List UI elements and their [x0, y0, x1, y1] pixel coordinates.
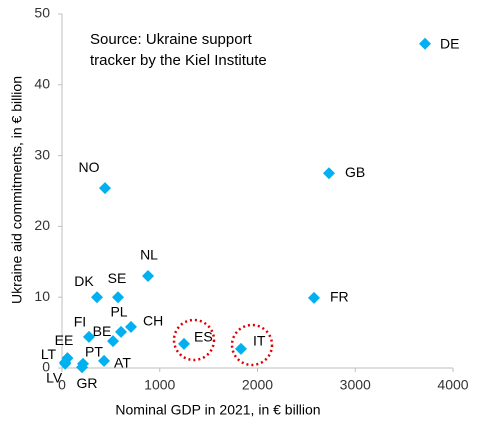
x-tick-label: 4000 — [437, 377, 468, 393]
data-point — [98, 354, 111, 367]
data-point — [112, 291, 125, 304]
data-point — [177, 337, 190, 350]
point-label: CH — [143, 313, 163, 329]
y-tick-label: 20 — [34, 217, 50, 233]
y-tick-label: 50 — [34, 5, 50, 21]
data-point — [322, 167, 335, 180]
y-tick-label: 30 — [34, 146, 50, 162]
point-label: ES — [194, 329, 213, 345]
point-label: NL — [140, 247, 158, 263]
point-label: PT — [85, 343, 103, 359]
annotation: Source: Ukraine support — [90, 31, 253, 48]
point-label: DE — [440, 35, 459, 51]
point-label: IT — [253, 333, 266, 349]
x-axis-title: Nominal GDP in 2021, in € billion — [115, 402, 320, 418]
data-point — [419, 37, 432, 50]
point-label: NO — [79, 159, 100, 175]
point-label: AT — [114, 355, 131, 371]
data-point — [115, 325, 128, 338]
point-label: DK — [74, 273, 94, 289]
point-label: GB — [345, 164, 365, 180]
data-point — [99, 182, 112, 195]
x-tick-label: 3000 — [340, 377, 371, 393]
point-label: GR — [77, 375, 98, 391]
data-point — [90, 291, 103, 304]
data-point — [76, 361, 89, 374]
x-tick-label: 1000 — [144, 377, 175, 393]
data-point — [307, 291, 320, 304]
y-tick-label: 0 — [42, 359, 50, 375]
y-tick-label: 40 — [34, 76, 50, 92]
point-label: LV — [46, 369, 63, 385]
point-label: BE — [93, 323, 112, 339]
data-point — [107, 335, 120, 348]
point-label: PL — [110, 304, 127, 320]
y-axis-title: Ukraine aid commitments, in € billion — [9, 76, 25, 304]
data-point — [234, 342, 247, 355]
data-point — [142, 269, 155, 282]
point-label: LT — [41, 346, 57, 362]
highlight-circle — [172, 318, 216, 362]
highlight-circle — [230, 323, 274, 367]
point-label: FR — [330, 289, 349, 305]
annotation: tracker by the Kiel Institute — [90, 52, 267, 69]
data-point — [82, 330, 95, 343]
point-label: FI — [74, 314, 86, 330]
data-point — [59, 357, 72, 370]
x-tick-label: 0 — [58, 377, 66, 393]
point-label: EE — [55, 332, 74, 348]
data-point — [125, 320, 138, 333]
x-tick-label: 2000 — [242, 377, 273, 393]
point-label: SE — [108, 270, 127, 286]
y-tick-label: 10 — [34, 288, 50, 304]
